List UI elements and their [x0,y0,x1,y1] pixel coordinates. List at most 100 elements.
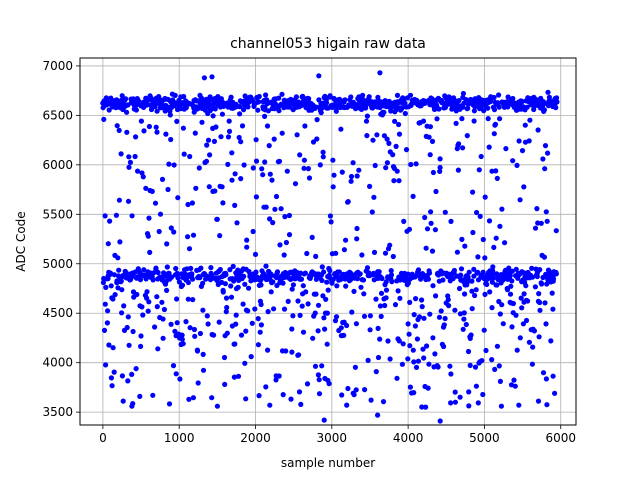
scatter-point [260,172,266,178]
scatter-point [338,325,344,331]
scatter-point [424,343,430,349]
scatter-point [543,321,549,327]
scatter-point [383,287,390,293]
scatter-point [138,118,144,124]
scatter-point [334,283,340,289]
scatter-point [486,218,493,224]
scatter-point [396,121,402,128]
scatter-point [394,375,400,381]
scatter-point [154,294,160,300]
scatter-point [229,150,235,156]
scatter-point [384,160,390,166]
y-tick-label: 7000 [42,59,73,73]
scatter-point [388,268,394,274]
scatter-point [380,399,387,405]
scatter-point [341,332,347,338]
scatter-point [339,392,345,398]
scatter-point [160,335,166,341]
scatter-point [553,271,560,277]
scatter-point [343,237,349,243]
scatter-point [475,269,481,275]
scatter-point [157,211,164,217]
scatter-point [456,285,463,292]
scatter-point [110,296,116,302]
scatter-point [232,202,238,208]
scatter-point [235,284,241,290]
scatter-point [496,92,502,98]
scatter-point [411,312,417,318]
scatter-point [492,366,498,372]
scatter-point [377,70,383,76]
x-tick-label: 5000 [469,431,500,445]
scatter-point [225,134,232,140]
scatter-point [165,186,171,193]
scatter-point [482,291,488,297]
scatter-point [135,98,141,104]
scatter-point [129,213,135,219]
scatter-point [228,283,234,289]
scatter-point [480,269,486,275]
scatter-point [395,288,401,294]
scatter-point [526,138,532,144]
scatter-point [214,216,220,222]
x-tick-label: 1000 [164,431,195,445]
scatter-point [313,291,319,297]
scatter-point [244,244,250,250]
scatter-point [509,268,515,274]
scatter-point [286,212,292,219]
scatter-point [534,206,540,212]
scatter-point [279,130,285,136]
scatter-point [221,354,228,361]
scatter-point [192,333,198,339]
scatter-point [460,145,466,151]
scatter-point [203,158,210,164]
scatter-point [321,269,327,275]
scatter-point [102,301,108,307]
scatter-point [297,152,303,158]
scatter-point [234,220,240,226]
scatter-point [464,282,470,288]
scatter-point [486,144,492,150]
scatter-point [433,293,439,299]
scatter-point [529,361,536,367]
scatter-point [468,332,474,338]
scatter-point [263,92,269,98]
scatter-point [236,134,242,141]
scatter-point [314,117,320,123]
scatter-point [353,387,359,393]
scatter-point [472,292,478,299]
scatter-point [283,239,289,246]
scatter-point [428,220,434,226]
scatter-point [508,283,514,289]
scatter-point [403,147,410,153]
x-tick-label: 6000 [545,431,576,445]
scatter-point [507,291,514,297]
scatter-point [188,265,194,271]
scatter-point [419,297,425,303]
scatter-point [315,302,322,308]
scatter-point [545,89,551,95]
scatter-point [497,311,503,317]
scatter-point [393,107,399,113]
scatter-point [480,236,486,243]
scatter-point [166,270,172,276]
scatter-point [489,357,495,363]
scatter-point [154,108,160,114]
scatter-point [542,166,548,172]
scatter-point [183,319,189,325]
scatter-point [288,396,294,402]
scatter-point [305,166,311,172]
scatter-point [471,118,477,124]
scatter-point [400,341,406,347]
scatter-point [519,305,525,311]
scatter-point [169,274,175,280]
scatter-point [410,193,416,199]
scatter-point [175,195,181,201]
scatter-point [352,364,358,370]
scatter-point [243,396,249,402]
scatter-point [204,142,210,148]
scatter-point [500,321,506,327]
scatter-point [177,376,183,382]
scatter-point [461,316,467,322]
scatter-point [541,107,548,113]
